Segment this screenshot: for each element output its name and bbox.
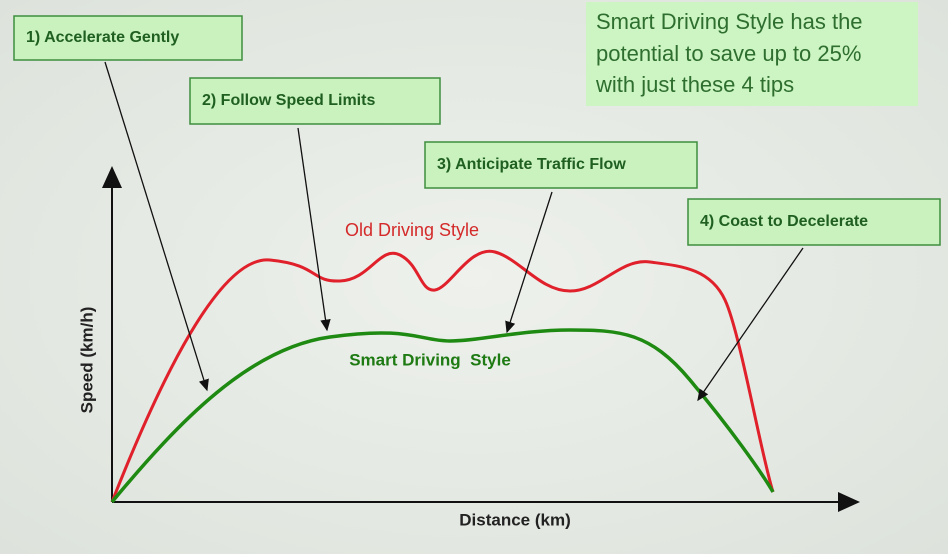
headline-box — [586, 2, 918, 106]
tip-box — [424, 141, 698, 189]
old-curve-label: Old Driving Style — [345, 220, 479, 240]
headline-line: potential to save up to 25% — [596, 41, 861, 66]
y-axis-label: Speed (km/h) — [77, 307, 96, 414]
x-axis-label: Distance (km) — [459, 510, 570, 529]
tip-label: 4) Coast to Decelerate — [700, 213, 868, 230]
arrow — [104, 61, 209, 392]
headline-line: Smart Driving Style has the — [596, 9, 863, 34]
headline-line: with just these 4 tips — [595, 72, 794, 97]
smart-curve — [110, 328, 775, 504]
tip-box — [189, 77, 441, 125]
tip-label: 2) Follow Speed Limits — [202, 92, 375, 109]
tip-label: 1) Accelerate Gently — [26, 29, 179, 46]
tip-label: 3) Anticipate Traffic Flow — [437, 156, 626, 173]
smart-curve-label: Smart Driving Style — [349, 350, 511, 369]
arrow — [697, 247, 804, 402]
old-curve — [110, 249, 775, 503]
tip-box — [687, 198, 941, 246]
arrow — [505, 191, 553, 334]
tip-box — [13, 15, 243, 61]
arrow — [297, 127, 331, 332]
